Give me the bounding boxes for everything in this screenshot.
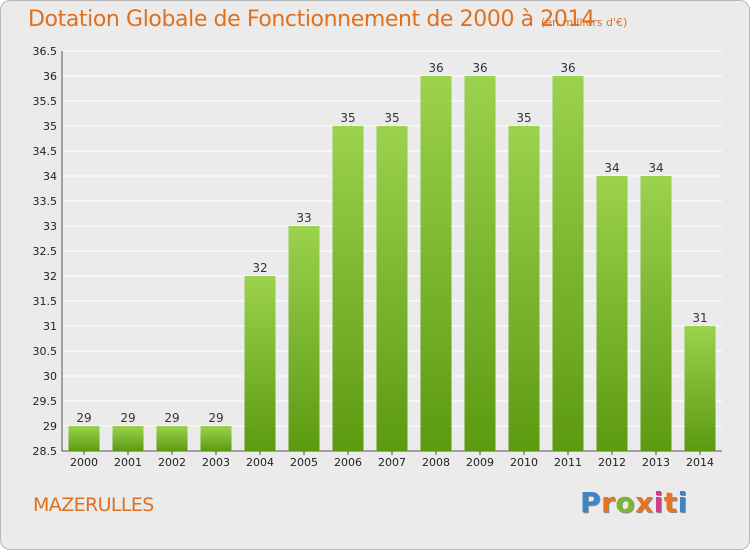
x-tick-label: 2007 — [378, 456, 406, 469]
bar-2002 — [156, 426, 188, 451]
y-tick-label: 35 — [43, 120, 57, 133]
y-tick-label: 34.5 — [33, 145, 58, 158]
y-tick-label: 32.5 — [33, 245, 58, 258]
logo-letter: r — [601, 486, 616, 519]
logo-letter: P — [580, 486, 602, 519]
y-tick-label: 33.5 — [33, 195, 58, 208]
chart-subtitle: (en milliers d'€) — [541, 16, 628, 29]
value-label: 31 — [692, 311, 707, 325]
value-label: 29 — [208, 411, 223, 425]
x-tick-label: 2011 — [554, 456, 582, 469]
bar-2007 — [376, 126, 408, 451]
logo-letter: x — [635, 486, 654, 519]
x-tick-label: 2014 — [686, 456, 714, 469]
x-tick-label: 2006 — [334, 456, 362, 469]
logo-letter: i — [653, 486, 664, 519]
x-tick-label: 2001 — [114, 456, 142, 469]
bar-2001 — [112, 426, 144, 451]
value-label: 35 — [516, 111, 531, 125]
x-tick-label: 2009 — [466, 456, 494, 469]
value-label: 34 — [604, 161, 619, 175]
value-label: 33 — [296, 211, 311, 225]
proxiti-logo: Proxiti — [580, 486, 688, 519]
y-tick-label: 28.5 — [33, 445, 58, 458]
bar-2008 — [420, 76, 452, 451]
value-label: 36 — [472, 61, 487, 75]
bar-2000 — [68, 426, 100, 451]
y-tick-label: 34 — [43, 170, 57, 183]
y-tick-label: 33 — [43, 220, 57, 233]
value-label: 36 — [560, 61, 575, 75]
logo-letter: i — [677, 486, 688, 519]
y-tick-label: 32 — [43, 270, 57, 283]
y-tick-label: 29.5 — [33, 395, 58, 408]
bar-2005 — [288, 226, 320, 451]
y-tick-label: 30.5 — [33, 345, 58, 358]
value-label: 34 — [648, 161, 663, 175]
value-label: 35 — [384, 111, 399, 125]
value-label: 36 — [428, 61, 443, 75]
value-label: 35 — [340, 111, 355, 125]
bar-2011 — [552, 76, 584, 451]
logo-letter: o — [615, 486, 636, 519]
y-axis-tick-labels: 28.5 29 29.5 30 30.5 31 31.5 32 32.5 33 33.5 34 34.5… — [33, 45, 58, 458]
y-tick-label: 31 — [43, 320, 57, 333]
value-label: 32 — [252, 261, 267, 275]
bar-2012 — [596, 176, 628, 451]
bar-2004 — [244, 276, 276, 451]
value-label: 29 — [120, 411, 135, 425]
commune-name: MAZERULLES — [33, 494, 154, 516]
value-labels: 29 29 29 29 32 33 35 35 36 36 35 36 34 34 31 — [76, 61, 707, 425]
y-tick-label: 31.5 — [33, 295, 58, 308]
bar-2003 — [200, 426, 232, 451]
chart-title: Dotation Globale de Fonctionnement de 20… — [28, 7, 595, 32]
x-tick-label: 2013 — [642, 456, 670, 469]
y-tick-label: 30 — [43, 370, 57, 383]
y-tick-label: 29 — [43, 420, 57, 433]
x-tick-label: 2010 — [510, 456, 538, 469]
value-label: 29 — [76, 411, 91, 425]
bar-2010 — [508, 126, 540, 451]
value-label: 29 — [164, 411, 179, 425]
bar-2013 — [640, 176, 672, 451]
logo-letter: t — [663, 486, 678, 519]
x-tick-label: 2008 — [422, 456, 450, 469]
bar-2006 — [332, 126, 364, 451]
x-tick-label: 2005 — [290, 456, 318, 469]
y-tick-label: 35.5 — [33, 95, 58, 108]
x-axis-tick-labels: 2000 2001 2002 2003 2004 2005 2006 2007 2008 2009… — [70, 456, 714, 469]
x-tick-label: 2000 — [70, 456, 98, 469]
bar-2009 — [464, 76, 496, 451]
x-tick-label: 2002 — [158, 456, 186, 469]
bars — [68, 76, 716, 451]
x-tick-label: 2004 — [246, 456, 274, 469]
y-tick-label: 36.5 — [33, 45, 58, 58]
y-tick-label: 36 — [43, 70, 57, 83]
x-tick-label: 2012 — [598, 456, 626, 469]
bar-2014 — [684, 326, 716, 451]
x-tick-label: 2003 — [202, 456, 230, 469]
